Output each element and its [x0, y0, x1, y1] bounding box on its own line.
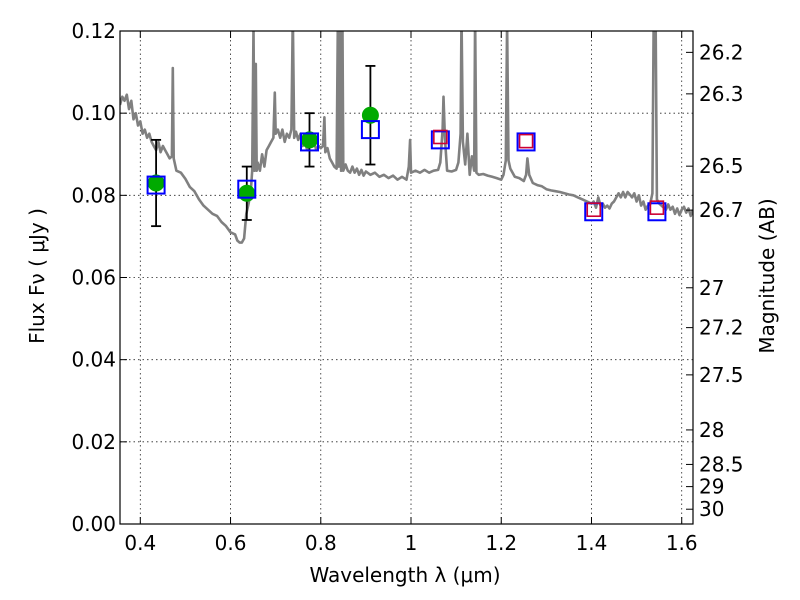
x-tick-label: 1.6: [666, 531, 698, 555]
y2-tick-label: 27.5: [699, 363, 744, 387]
y-tick-label: 0.04: [71, 348, 116, 372]
y-tick-label: 0.08: [71, 183, 116, 207]
y-tick-label: 0.06: [71, 266, 116, 290]
axes: 0.4 0.6 0.8 1 1.2 1.4 1.6 0.00 0.02 0.04 0.06 0.08 0…: [71, 19, 743, 555]
y-tick-label: 0.12: [71, 19, 116, 43]
x-tick-label: 0.8: [305, 531, 337, 555]
y2-tick-label: 26.5: [699, 154, 744, 178]
grid-lines: [120, 30, 693, 525]
synthetic-flux-marker: [237, 179, 257, 199]
y-axis-label: Flux Fν ( μJy ): [25, 208, 49, 344]
x-tick-label: 0.6: [215, 531, 247, 555]
model-flux-marker: [586, 202, 602, 218]
model-flux-marker: [433, 129, 448, 145]
observed-flux-point: [361, 106, 379, 124]
x-tick-label: 0.4: [124, 531, 156, 555]
y2-tick-label: 27.2: [699, 316, 744, 340]
y-tick-label: 0.02: [71, 430, 116, 454]
y2-tick-label: 28: [699, 418, 724, 442]
x-tick-label: 1.2: [485, 531, 517, 555]
synthetic-flux-marker: [299, 132, 319, 152]
y2-tick-label: 29: [699, 475, 724, 499]
x-tick-label: 1.4: [576, 531, 608, 555]
synthetic-flux-marker: [430, 130, 450, 150]
observed-flux-point: [238, 184, 256, 202]
y2-tick-label: 26.2: [699, 40, 744, 64]
x-tick-label: 1: [405, 531, 418, 555]
synthetic-flux-marker: [516, 132, 536, 152]
model-flux-marker: [649, 200, 665, 215]
y2-axis-label: Magnitude (AB): [755, 198, 779, 353]
x-axis-label: Wavelength λ (μm): [309, 563, 500, 587]
y-tick-label: 0.10: [71, 101, 116, 125]
y-tick-label: 0.00: [71, 512, 116, 536]
synthetic-flux-marker: [647, 202, 667, 222]
model-spectrum-line: [120, 31, 693, 244]
y2-tick-label: 27: [699, 276, 724, 300]
y2-tick-label: 26.7: [699, 198, 744, 222]
y2-tick-label: 30: [699, 497, 724, 521]
y2-tick-label: 26.3: [699, 82, 744, 106]
model-flux-marker: [518, 133, 534, 149]
plot-area: [120, 31, 693, 244]
synthetic-flux-marker: [146, 175, 166, 195]
synthetic-flux-marker: [360, 120, 380, 140]
y2-tick-label: 28.5: [699, 452, 744, 476]
